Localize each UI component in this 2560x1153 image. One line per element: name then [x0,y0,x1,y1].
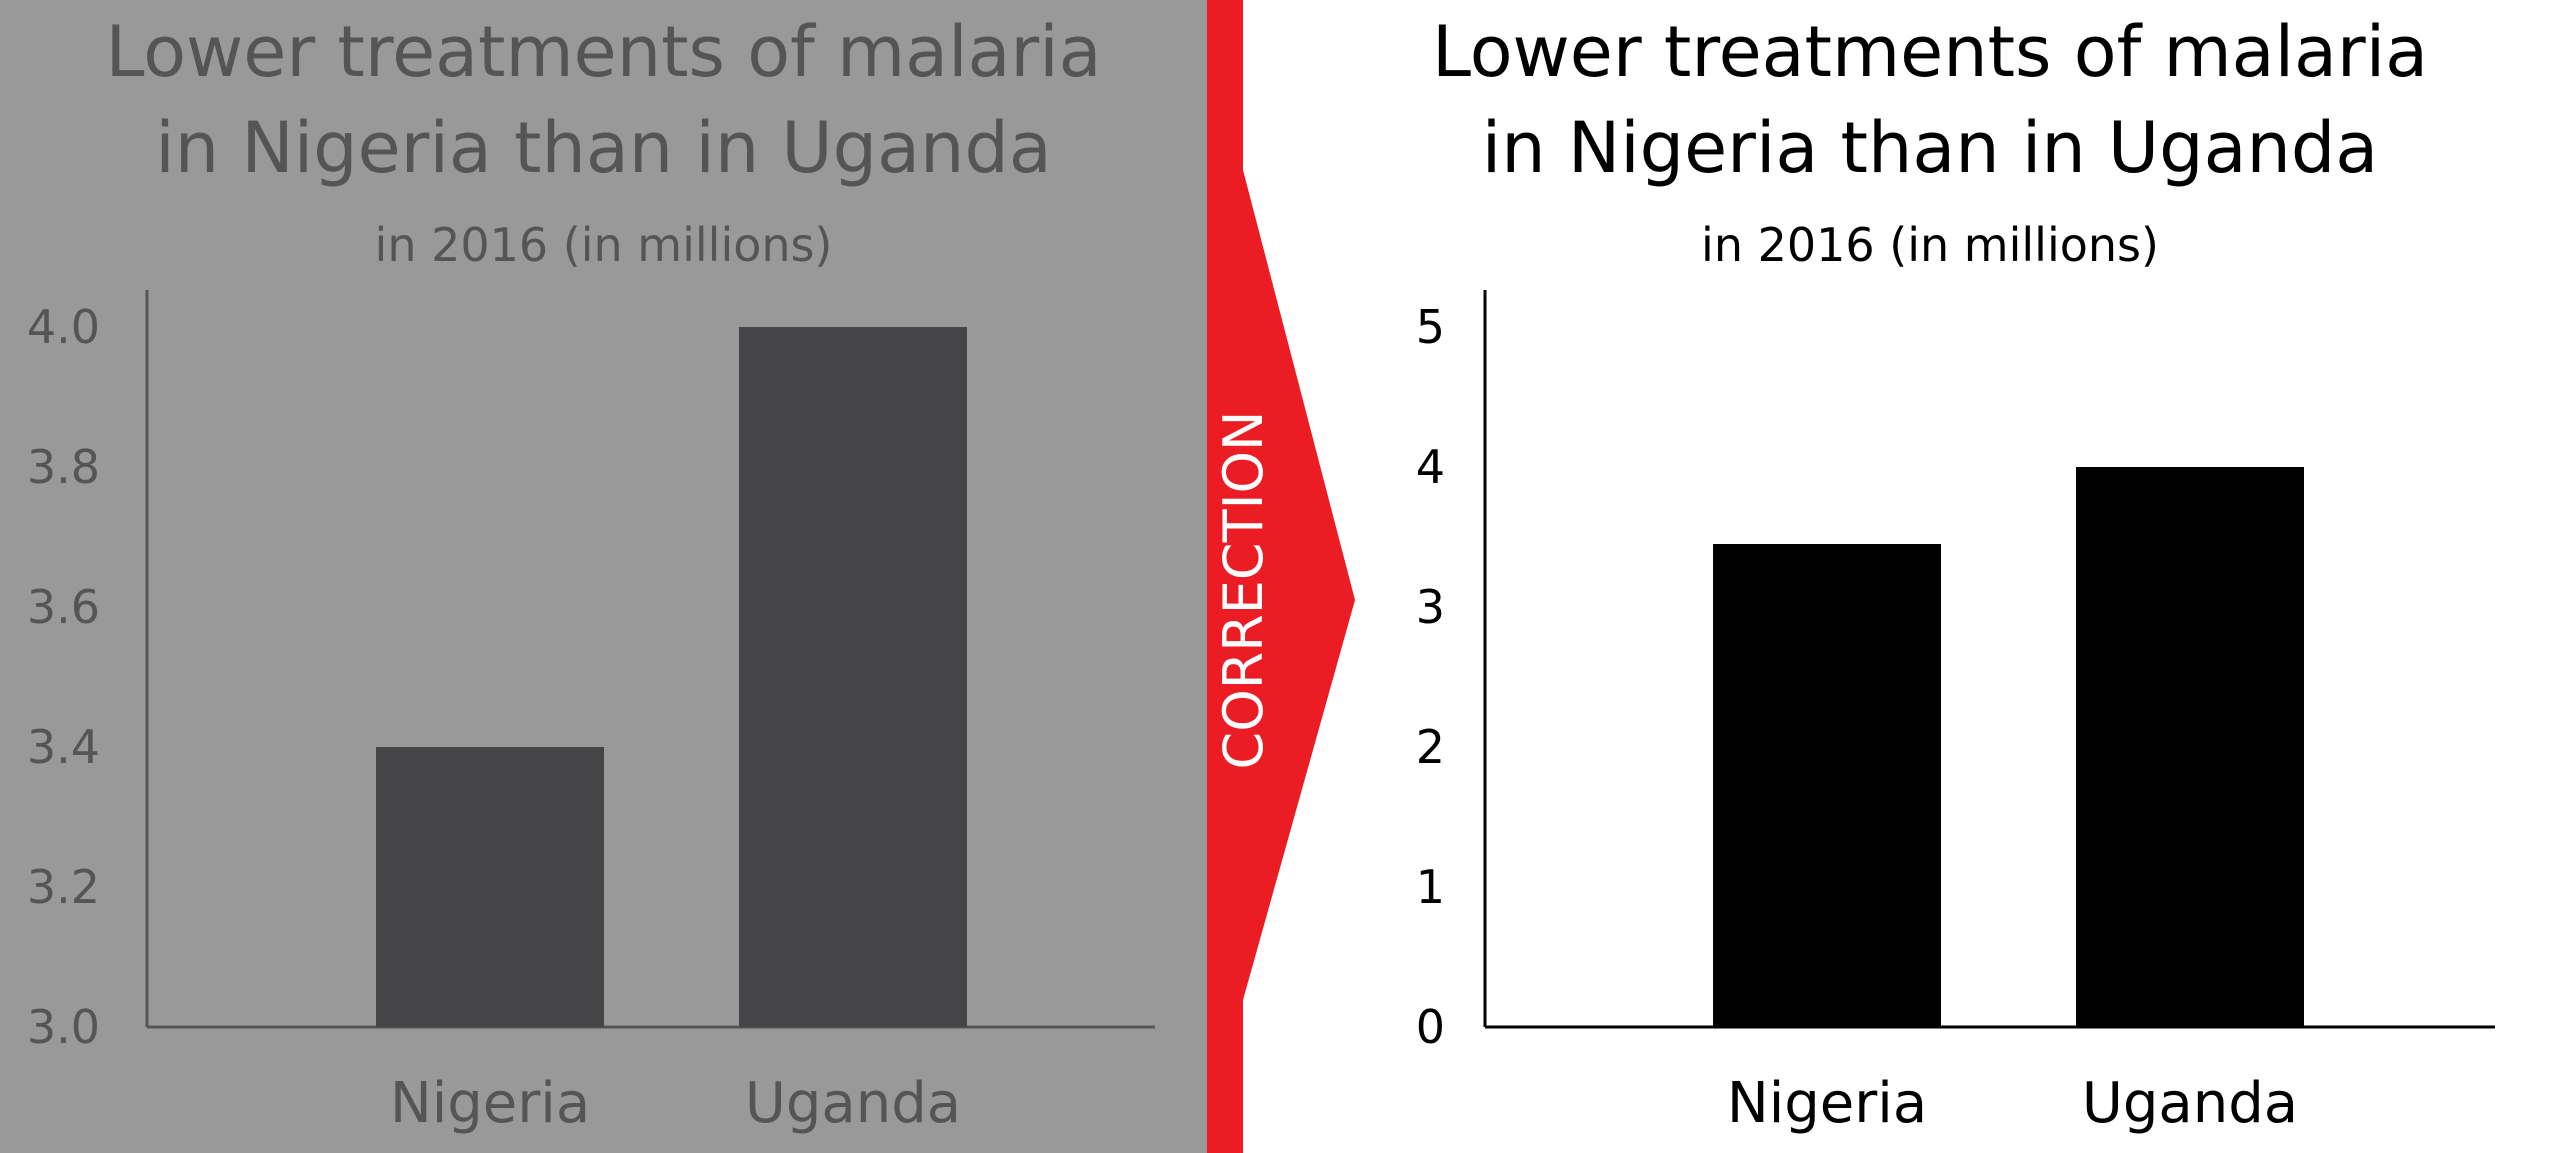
misleading-chart-title: Lower treatments of malaria in Nigeria t… [105,11,1102,189]
misleading-bar-chart: 3.0 3.2 3.4 3.6 3.8 4.0 Nigeria Uganda [27,290,1155,1136]
misleading-chart-subtitle: in 2016 (in millions) [374,218,833,272]
bar-nigeria [376,747,604,1027]
y-tick-label: 1 [1416,860,1445,914]
x-category-label: Nigeria [390,1071,590,1136]
corrected-chart-title: Lower treatments of malaria in Nigeria t… [1431,11,2429,189]
bar-uganda [739,327,967,1027]
bar-uganda [2076,467,2304,1027]
y-tick-label: 0 [1416,1000,1445,1054]
bar-nigeria [1713,544,1941,1027]
y-tick-label: 2 [1416,720,1445,774]
y-tick-label: 4 [1416,440,1445,494]
correction-arrow [1243,170,1355,1000]
y-tick-label: 5 [1416,300,1445,354]
correction-label: CORRECTION [1212,411,1275,770]
corrected-chart-subtitle: in 2016 (in millions) [1701,218,2159,272]
y-tick-label: 3.6 [27,580,100,634]
x-category-label: Uganda [2082,1071,2298,1136]
x-category-label: Uganda [745,1071,961,1136]
x-category-label: Nigeria [1727,1071,1927,1136]
correction-band [1207,0,1243,1153]
corrected-bar-chart: 0 1 2 3 4 5 Nigeria Uganda [1416,290,2495,1136]
y-tick-label: 3 [1416,580,1445,634]
y-tick-label: 4.0 [27,300,100,354]
y-tick-label: 3.2 [27,860,100,914]
y-tick-label: 3.4 [27,720,100,774]
y-tick-label: 3.8 [27,440,100,494]
y-tick-label: 3.0 [27,1000,100,1054]
